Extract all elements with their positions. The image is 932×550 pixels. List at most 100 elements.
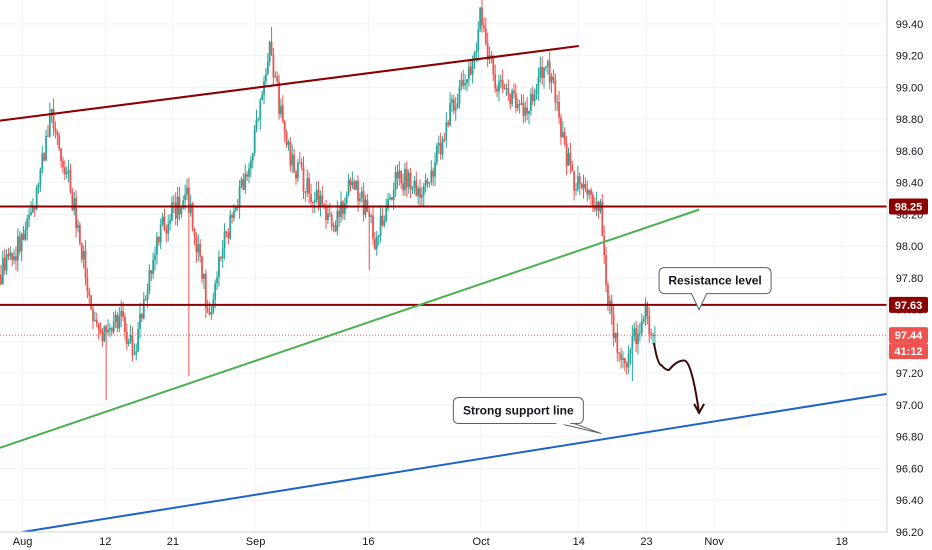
candle-body (253, 129, 256, 154)
candle-body (202, 273, 205, 279)
candle (605, 246, 607, 293)
candle-body (193, 229, 196, 237)
candle-body (152, 259, 155, 275)
candle (131, 326, 134, 362)
candle-body (375, 236, 378, 249)
candle-body (520, 103, 523, 105)
candle-body (231, 215, 233, 218)
candle-body (94, 319, 96, 322)
candle-body (556, 101, 559, 103)
candle-body (591, 194, 594, 206)
candle-body (642, 318, 645, 322)
candle-body (28, 215, 31, 219)
candle (281, 95, 284, 124)
candle (396, 164, 399, 189)
candle (325, 199, 327, 229)
candle-body (362, 191, 365, 215)
candle-body (347, 179, 350, 195)
candle-body (13, 256, 15, 261)
candle (291, 144, 294, 174)
candle-body (608, 300, 611, 307)
candle-body (37, 184, 40, 188)
candle (377, 234, 380, 246)
candle (390, 196, 393, 201)
candle (477, 21, 480, 62)
candle-body (1, 257, 4, 285)
candle-body (278, 81, 280, 114)
candle (124, 312, 126, 341)
candle (603, 225, 606, 264)
candle (593, 197, 596, 213)
candle-body (201, 256, 203, 279)
candle-body (234, 207, 237, 211)
time-axis-background[interactable] (0, 532, 887, 550)
candle (236, 198, 239, 211)
candle (578, 172, 581, 196)
candle-body (415, 180, 418, 196)
candle (63, 160, 66, 181)
candle-body (229, 215, 232, 239)
candle-body (456, 103, 459, 108)
candle (144, 295, 147, 301)
candle (513, 83, 515, 99)
candle-body (317, 189, 320, 208)
candle (295, 169, 297, 185)
candle-body (306, 178, 309, 193)
candle-body (187, 187, 190, 213)
candle-body (593, 205, 596, 210)
candle-body (383, 220, 386, 226)
candle-body (652, 335, 654, 337)
candle (116, 312, 119, 333)
candle (607, 281, 609, 311)
candle (379, 205, 382, 243)
candle-body (110, 327, 113, 332)
candle (16, 228, 19, 272)
candle (65, 166, 68, 179)
current-price-tag: 97.44 (889, 327, 928, 344)
candle-body (39, 169, 42, 185)
candle (526, 96, 529, 121)
candle-body (637, 333, 639, 344)
support-callout[interactable]: Strong support line (452, 397, 602, 435)
candle-body (48, 113, 51, 137)
candle (39, 167, 42, 192)
resistance-callout[interactable]: Resistance level (658, 267, 772, 311)
candle-body (20, 233, 23, 252)
candle-body (507, 88, 510, 95)
candle-body (563, 132, 566, 145)
candle-body (268, 41, 271, 62)
svg-text:97.63: 97.63 (895, 300, 923, 312)
candle-body (355, 180, 358, 190)
candle (610, 294, 613, 326)
candle (407, 169, 410, 194)
candle (58, 132, 61, 152)
candle-body (103, 326, 106, 342)
candle-body (52, 109, 55, 129)
candle (240, 176, 243, 189)
candle-body (105, 326, 108, 333)
candle-body (454, 107, 457, 111)
candle-body (342, 201, 344, 214)
candle (1, 250, 4, 285)
candle (537, 67, 540, 101)
price-axis-background[interactable] (887, 0, 932, 550)
candle (625, 361, 628, 375)
candle (197, 234, 200, 262)
candle (67, 159, 70, 183)
candle (238, 179, 241, 219)
candle (443, 132, 446, 143)
candle (308, 172, 311, 204)
candle (499, 74, 502, 89)
candle-body (186, 187, 188, 195)
candle (169, 213, 171, 231)
candle-body (63, 167, 66, 175)
candle-body (394, 172, 397, 191)
candle-body (631, 336, 634, 350)
candle-body (5, 254, 8, 271)
candle-body (24, 229, 27, 240)
candle-body (526, 107, 529, 114)
candle (274, 71, 277, 78)
time-tick-label: 12 (99, 536, 111, 548)
candle-body (385, 208, 388, 221)
